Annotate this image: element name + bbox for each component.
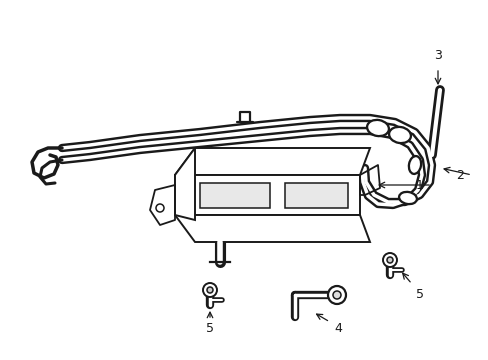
Circle shape: [386, 257, 392, 263]
Text: 3: 3: [433, 49, 441, 62]
Polygon shape: [175, 148, 195, 220]
Polygon shape: [175, 175, 359, 215]
Text: 1: 1: [415, 179, 423, 192]
Polygon shape: [175, 215, 369, 242]
Text: 2: 2: [455, 168, 463, 181]
Circle shape: [327, 286, 346, 304]
Text: 4: 4: [333, 321, 341, 334]
Ellipse shape: [366, 120, 388, 136]
Ellipse shape: [408, 156, 420, 174]
Text: 5: 5: [415, 288, 423, 302]
Polygon shape: [285, 183, 347, 208]
Circle shape: [382, 253, 396, 267]
Ellipse shape: [388, 127, 410, 143]
Circle shape: [206, 287, 213, 293]
Ellipse shape: [398, 192, 416, 204]
Polygon shape: [200, 183, 269, 208]
Circle shape: [332, 291, 340, 299]
Text: 5: 5: [205, 321, 214, 334]
Polygon shape: [175, 148, 369, 175]
Circle shape: [203, 283, 217, 297]
